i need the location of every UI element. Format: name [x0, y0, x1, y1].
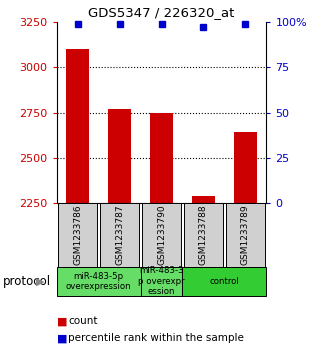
Bar: [142, 203, 181, 267]
Text: ▶: ▶: [36, 276, 45, 286]
Bar: [182, 267, 266, 296]
Bar: [226, 203, 265, 267]
Text: GSM1233787: GSM1233787: [115, 205, 124, 265]
Bar: [192, 196, 215, 363]
Text: ■: ■: [57, 333, 67, 343]
Title: GDS5347 / 226320_at: GDS5347 / 226320_at: [88, 6, 235, 19]
Bar: [234, 132, 257, 363]
Text: protocol: protocol: [3, 275, 52, 288]
Text: count: count: [68, 316, 98, 326]
Bar: [66, 49, 89, 363]
Bar: [141, 267, 182, 296]
Text: percentile rank within the sample: percentile rank within the sample: [68, 333, 244, 343]
Bar: [57, 267, 141, 296]
Text: miR-483-5p
overexpression: miR-483-5p overexpression: [66, 272, 132, 291]
Text: ■: ■: [57, 316, 67, 326]
Bar: [100, 203, 139, 267]
Text: miR-483-3
p overexpr
ession: miR-483-3 p overexpr ession: [138, 266, 185, 296]
Text: control: control: [209, 277, 239, 286]
Text: GSM1233786: GSM1233786: [73, 205, 82, 265]
Bar: [184, 203, 223, 267]
Bar: [108, 109, 131, 363]
Text: GSM1233789: GSM1233789: [241, 205, 250, 265]
Text: GSM1233790: GSM1233790: [157, 205, 166, 265]
Text: GSM1233788: GSM1233788: [199, 205, 208, 265]
Bar: [58, 203, 97, 267]
Bar: [150, 113, 173, 363]
